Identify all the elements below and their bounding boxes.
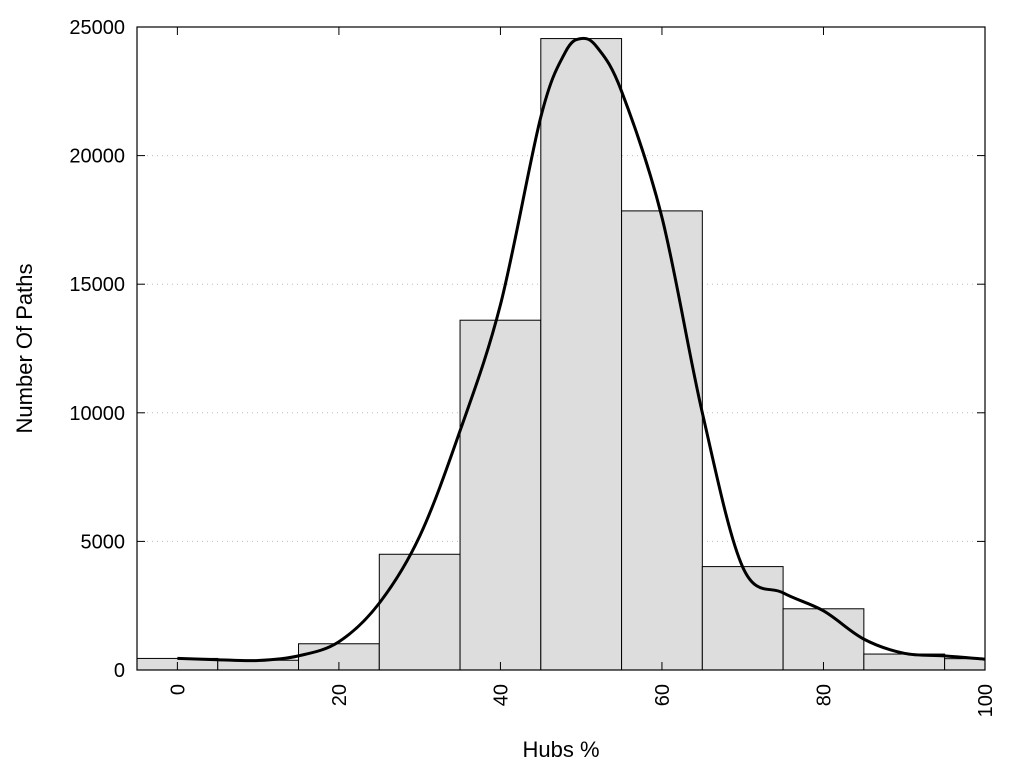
histogram-bars — [136, 38, 986, 671]
density-curve — [177, 36, 986, 663]
y-tick-label: 10000 — [69, 403, 125, 425]
y-tick-label: 25000 — [69, 17, 125, 39]
x-tick-label: 0 — [167, 684, 189, 695]
x-tick-label: 20 — [329, 684, 351, 706]
y-tick-label: 0 — [114, 660, 125, 682]
plot-frame — [136, 26, 986, 671]
histogram-bar — [782, 608, 865, 671]
histogram-bar — [378, 553, 461, 671]
y-tick-label: 5000 — [81, 531, 126, 553]
histogram-bar — [540, 38, 623, 671]
x-tick-label: 60 — [652, 684, 674, 706]
x-axis-ticks: 0 20 40 60 80 100 — [167, 27, 997, 717]
x-tick-label: 100 — [975, 684, 997, 717]
y-tick-label: 20000 — [69, 146, 125, 168]
histogram-bar — [701, 566, 784, 671]
y-tick-label: 15000 — [69, 274, 125, 296]
x-tick-label: 40 — [490, 684, 512, 706]
histogram-bar — [621, 210, 703, 671]
x-tick-label: 80 — [813, 684, 835, 706]
y-axis-ticks: 0 5000 10000 15000 20000 25000 — [69, 17, 985, 682]
histogram-bar — [459, 319, 542, 671]
x-axis-label: Hubs % — [522, 737, 599, 762]
histogram-bar — [944, 658, 986, 671]
y-axis-label: Number Of Paths — [12, 264, 37, 434]
